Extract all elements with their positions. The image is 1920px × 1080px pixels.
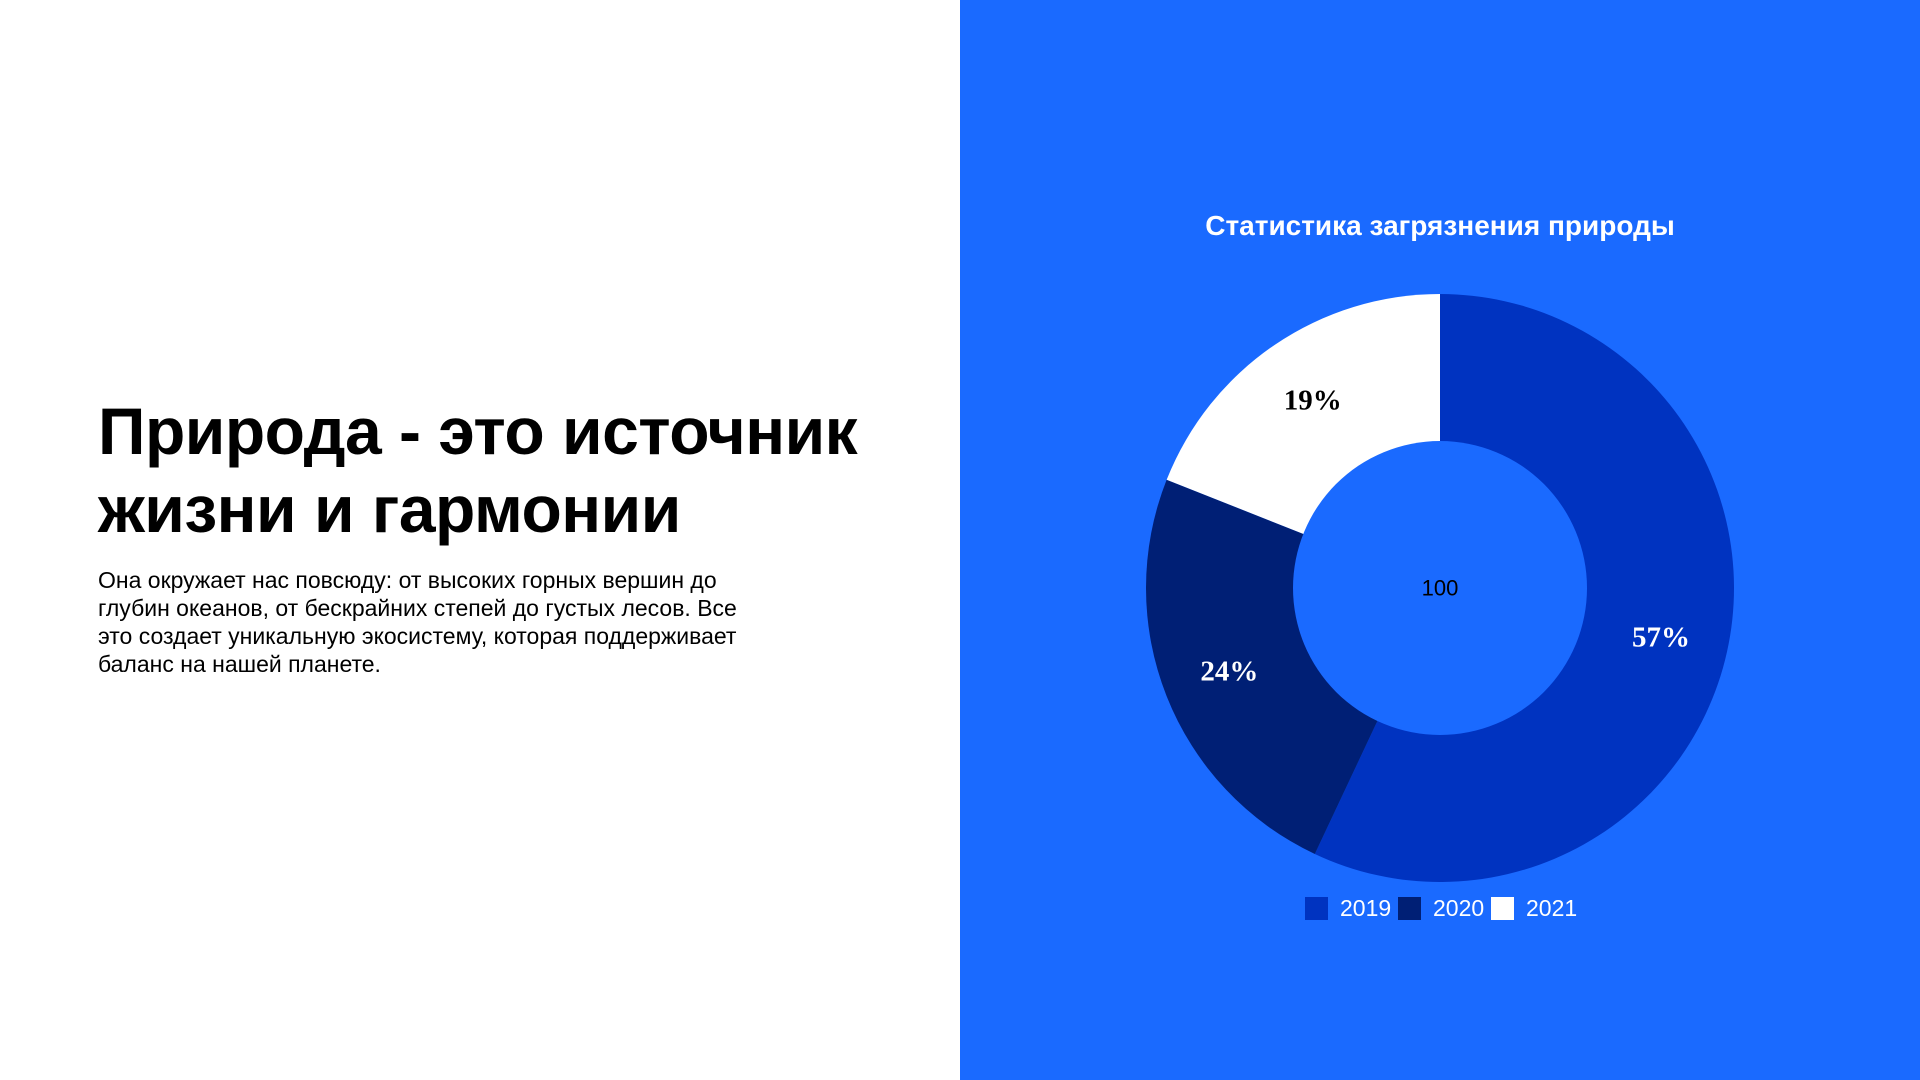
chart-legend: 2019 2020 2021 [1305,895,1577,921]
legend-label-2019: 2019 [1340,895,1391,921]
donut-hole [1293,441,1587,735]
legend-swatch-2021 [1491,897,1514,920]
legend-swatch-2020 [1398,897,1421,920]
chart-slice-labels: 57% 24% 19% [1200,385,1690,688]
slide-body-text: Она окружает нас повсюду: от высоких гор… [98,567,737,677]
slice-label-2020: 24% [1200,655,1258,687]
legend-label-2020: 2020 [1433,895,1484,921]
slice-label-2021: 19% [1284,385,1342,417]
legend-swatch-2019 [1305,897,1328,920]
slice-label-2019: 57% [1632,621,1690,653]
text-panel: Природа - это источник жизни и гармонии … [98,394,858,677]
slide-heading: Природа - это источник жизни и гармонии [98,394,858,546]
donut-chart: Статистика загрязнения природы 57% 24% 19%… [1146,210,1734,921]
chart-center-label: 100 [1422,576,1459,601]
chart-panel: Статистика загрязнения природы 57% 24% 19%… [960,0,1920,1080]
legend-label-2021: 2021 [1526,895,1577,921]
chart-title: Статистика загрязнения природы [1205,210,1675,241]
